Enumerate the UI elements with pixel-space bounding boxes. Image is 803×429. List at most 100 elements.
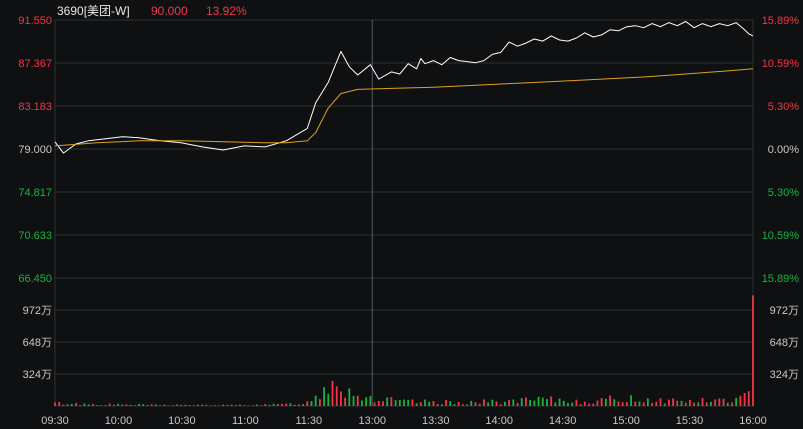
volume-bar — [390, 397, 393, 406]
volume-bar — [419, 402, 422, 406]
volume-bar — [180, 404, 183, 406]
volume-bar — [260, 405, 262, 407]
volume-bar — [537, 396, 540, 406]
volume-bar — [112, 404, 115, 406]
x-tick-label: 11:00 — [232, 415, 259, 427]
volume-bar — [108, 403, 111, 406]
volume-bar — [331, 380, 334, 406]
volume-bar — [218, 405, 220, 407]
volume-bar — [621, 402, 624, 406]
volume-bar — [684, 402, 687, 406]
volume-bar — [373, 402, 376, 406]
y-tick-right: 15.89% — [762, 15, 800, 27]
volume-tick-left: 972万 — [23, 305, 52, 317]
volume-bar — [676, 400, 679, 406]
volume-bar — [449, 401, 452, 406]
stock-code: 3690[美团-W] — [57, 4, 130, 18]
volume-bar — [369, 396, 372, 406]
volume-bar — [176, 404, 178, 406]
volume-bar — [407, 399, 410, 406]
volume-tick-left: 648万 — [23, 337, 52, 349]
volume-bar — [512, 399, 515, 406]
y-tick-left: 66.450 — [18, 273, 52, 285]
x-tick-label: 10:00 — [105, 415, 133, 427]
volume-bar — [668, 399, 670, 406]
volume-bar — [91, 403, 94, 406]
volume-bar — [613, 399, 616, 406]
volume-bar — [428, 401, 431, 406]
volume-bar — [558, 398, 561, 406]
volume-bar — [247, 405, 250, 407]
volume-bar — [663, 403, 666, 406]
volume-bar — [604, 398, 607, 406]
volume-bar — [550, 396, 553, 406]
volume-bar — [630, 395, 632, 406]
volume-bar — [117, 403, 119, 406]
x-tick-label: 14:30 — [549, 415, 577, 427]
volume-bar — [155, 404, 157, 406]
volume-bar — [567, 402, 569, 406]
volume-bar — [638, 401, 641, 406]
volume-bar — [403, 399, 405, 406]
volume-bar — [335, 386, 338, 406]
volume-bar — [718, 398, 721, 406]
plot-frame — [54, 19, 754, 407]
volume-bar — [142, 404, 145, 406]
y-tick-left: 91.550 — [18, 15, 52, 27]
volume-bar — [533, 400, 536, 406]
volume-bar — [680, 400, 683, 406]
volume-bar — [234, 405, 237, 406]
volume-bar — [504, 401, 506, 406]
volume-bar — [255, 404, 258, 406]
average-price-line — [54, 68, 754, 147]
volume-bar — [62, 404, 65, 406]
volume-bar — [722, 398, 725, 406]
x-tick-label: 11:30 — [295, 415, 322, 427]
volume-bar — [66, 404, 69, 406]
volume-bar — [583, 401, 586, 406]
volume-bar — [651, 402, 653, 406]
volume-bar — [546, 399, 548, 406]
volume-bar — [382, 401, 384, 406]
volume-tick-right: 324万 — [770, 369, 799, 381]
volume-bar — [562, 400, 565, 406]
volume-bar — [133, 405, 136, 406]
stock-price: 90.000 — [151, 4, 188, 18]
volume-bar — [70, 403, 73, 406]
volume-bar — [243, 405, 246, 406]
volume-bar — [306, 401, 309, 406]
volume-bar — [457, 401, 460, 406]
y-tick-left: 70.633 — [18, 230, 52, 242]
volume-tick-left: 324万 — [23, 369, 52, 381]
axis-ticks: 91.550 87.367 83.183 79.000 74.817 70.633 66.4… — [18, 15, 799, 427]
volume-bar — [293, 404, 296, 406]
volume-bar — [575, 399, 578, 406]
volume-bar — [714, 399, 717, 406]
volume-bar — [701, 398, 704, 406]
price-line — [54, 21, 754, 154]
volume-bar — [239, 404, 241, 406]
volume-bar — [197, 404, 199, 406]
volume-bar — [516, 402, 519, 406]
y-tick-left: 87.367 — [18, 58, 52, 70]
volume-bar — [659, 398, 662, 406]
volume-bar — [432, 401, 435, 406]
volume-bar — [424, 399, 426, 406]
volume-bar — [285, 403, 288, 406]
y-tick-left: 83.183 — [18, 101, 52, 113]
price-lines — [54, 21, 754, 154]
volume-bar — [689, 399, 691, 406]
volume-bar — [592, 403, 595, 406]
volume-bar — [386, 397, 389, 406]
volume-bar — [138, 403, 140, 406]
volume-bar — [297, 404, 300, 406]
volume-bar — [411, 399, 414, 406]
volume-bar — [482, 399, 485, 406]
y-tick-left: 79.000 — [18, 144, 52, 156]
x-tick-label: 16:00 — [739, 415, 767, 427]
volume-bar — [726, 402, 729, 406]
volume-bar — [529, 399, 532, 406]
volume-bar — [731, 402, 733, 406]
volume-bar — [541, 397, 544, 406]
